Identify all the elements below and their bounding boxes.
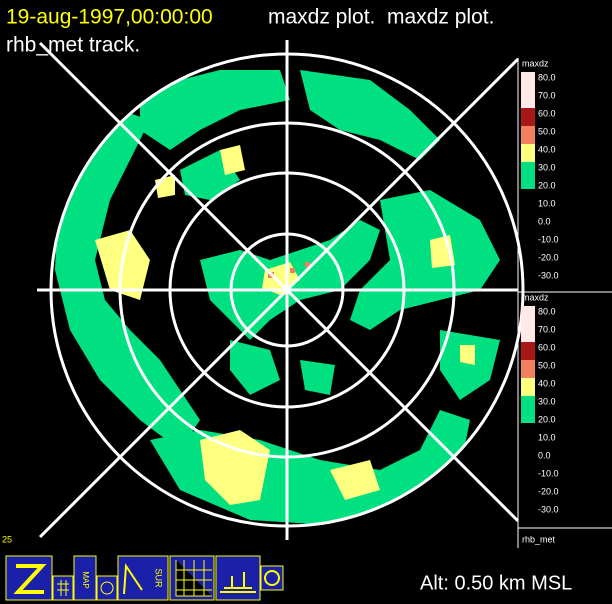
map-button[interactable] <box>73 555 97 601</box>
legend-label: 80.0 <box>538 306 556 316</box>
legend-label: 50.0 <box>538 360 556 370</box>
legend-swatch <box>521 144 535 162</box>
legend-title: maxdz <box>522 58 549 68</box>
grid-button[interactable] <box>52 575 74 601</box>
legend-swatch <box>521 162 535 189</box>
legend-label: 10.0 <box>538 432 556 442</box>
legend-label: 20.0 <box>538 180 556 190</box>
legend-label: 20.0 <box>538 414 556 424</box>
legend-label: 0.0 <box>538 216 551 226</box>
toolbar: MAP SUR <box>5 555 284 601</box>
timestamp: 19-aug-1997,00:00:00 <box>6 6 213 29</box>
legend-label: -20.0 <box>538 486 559 496</box>
legend-label: -30.0 <box>538 270 559 280</box>
echoes <box>55 70 500 525</box>
legend-label: -10.0 <box>538 234 559 244</box>
legend-swatch <box>521 306 535 342</box>
legend-swatch <box>521 342 535 360</box>
legend-label: 60.0 <box>538 342 556 352</box>
plot-title: maxdz plot. maxdz plot. <box>268 6 494 29</box>
track-label: rhb_met track. <box>6 34 140 57</box>
legend-swatch <box>521 360 535 378</box>
legend-swatch <box>521 396 535 423</box>
legend-label: -10.0 <box>538 468 559 478</box>
legend-label: 40.0 <box>538 144 556 154</box>
legend-swatch <box>521 378 535 396</box>
altitude-label: Alt: 0.50 km MSL <box>420 572 572 594</box>
legend-title: maxdz <box>522 292 549 302</box>
settings-button[interactable] <box>260 565 284 591</box>
legend-label: 50.0 <box>538 126 556 136</box>
legend-label: 10.0 <box>538 198 556 208</box>
circle-button[interactable] <box>96 575 118 601</box>
legend-label: 70.0 <box>538 90 556 100</box>
legend-label: 30.0 <box>538 162 556 172</box>
legend-swatch <box>521 72 535 108</box>
legend-label: 40.0 <box>538 378 556 388</box>
legend-label: -30.0 <box>538 504 559 514</box>
legend-label: -20.0 <box>538 252 559 262</box>
legend-label: 80.0 <box>538 72 556 82</box>
legend-swatch <box>521 108 535 126</box>
side-label: rhb_met <box>522 534 556 544</box>
legend-label: 0.0 <box>538 450 551 460</box>
legend-label: 60.0 <box>538 108 556 118</box>
sur-label: SUR <box>154 568 164 588</box>
legend-swatch <box>521 126 535 144</box>
legend-label: 70.0 <box>538 324 556 334</box>
map-label: MAP <box>81 571 90 588</box>
legend-label: 30.0 <box>538 396 556 406</box>
corner-label: 25 <box>2 534 12 544</box>
ship-button[interactable] <box>215 555 261 601</box>
range-rings <box>37 40 525 540</box>
surveillance-button[interactable] <box>117 555 169 601</box>
